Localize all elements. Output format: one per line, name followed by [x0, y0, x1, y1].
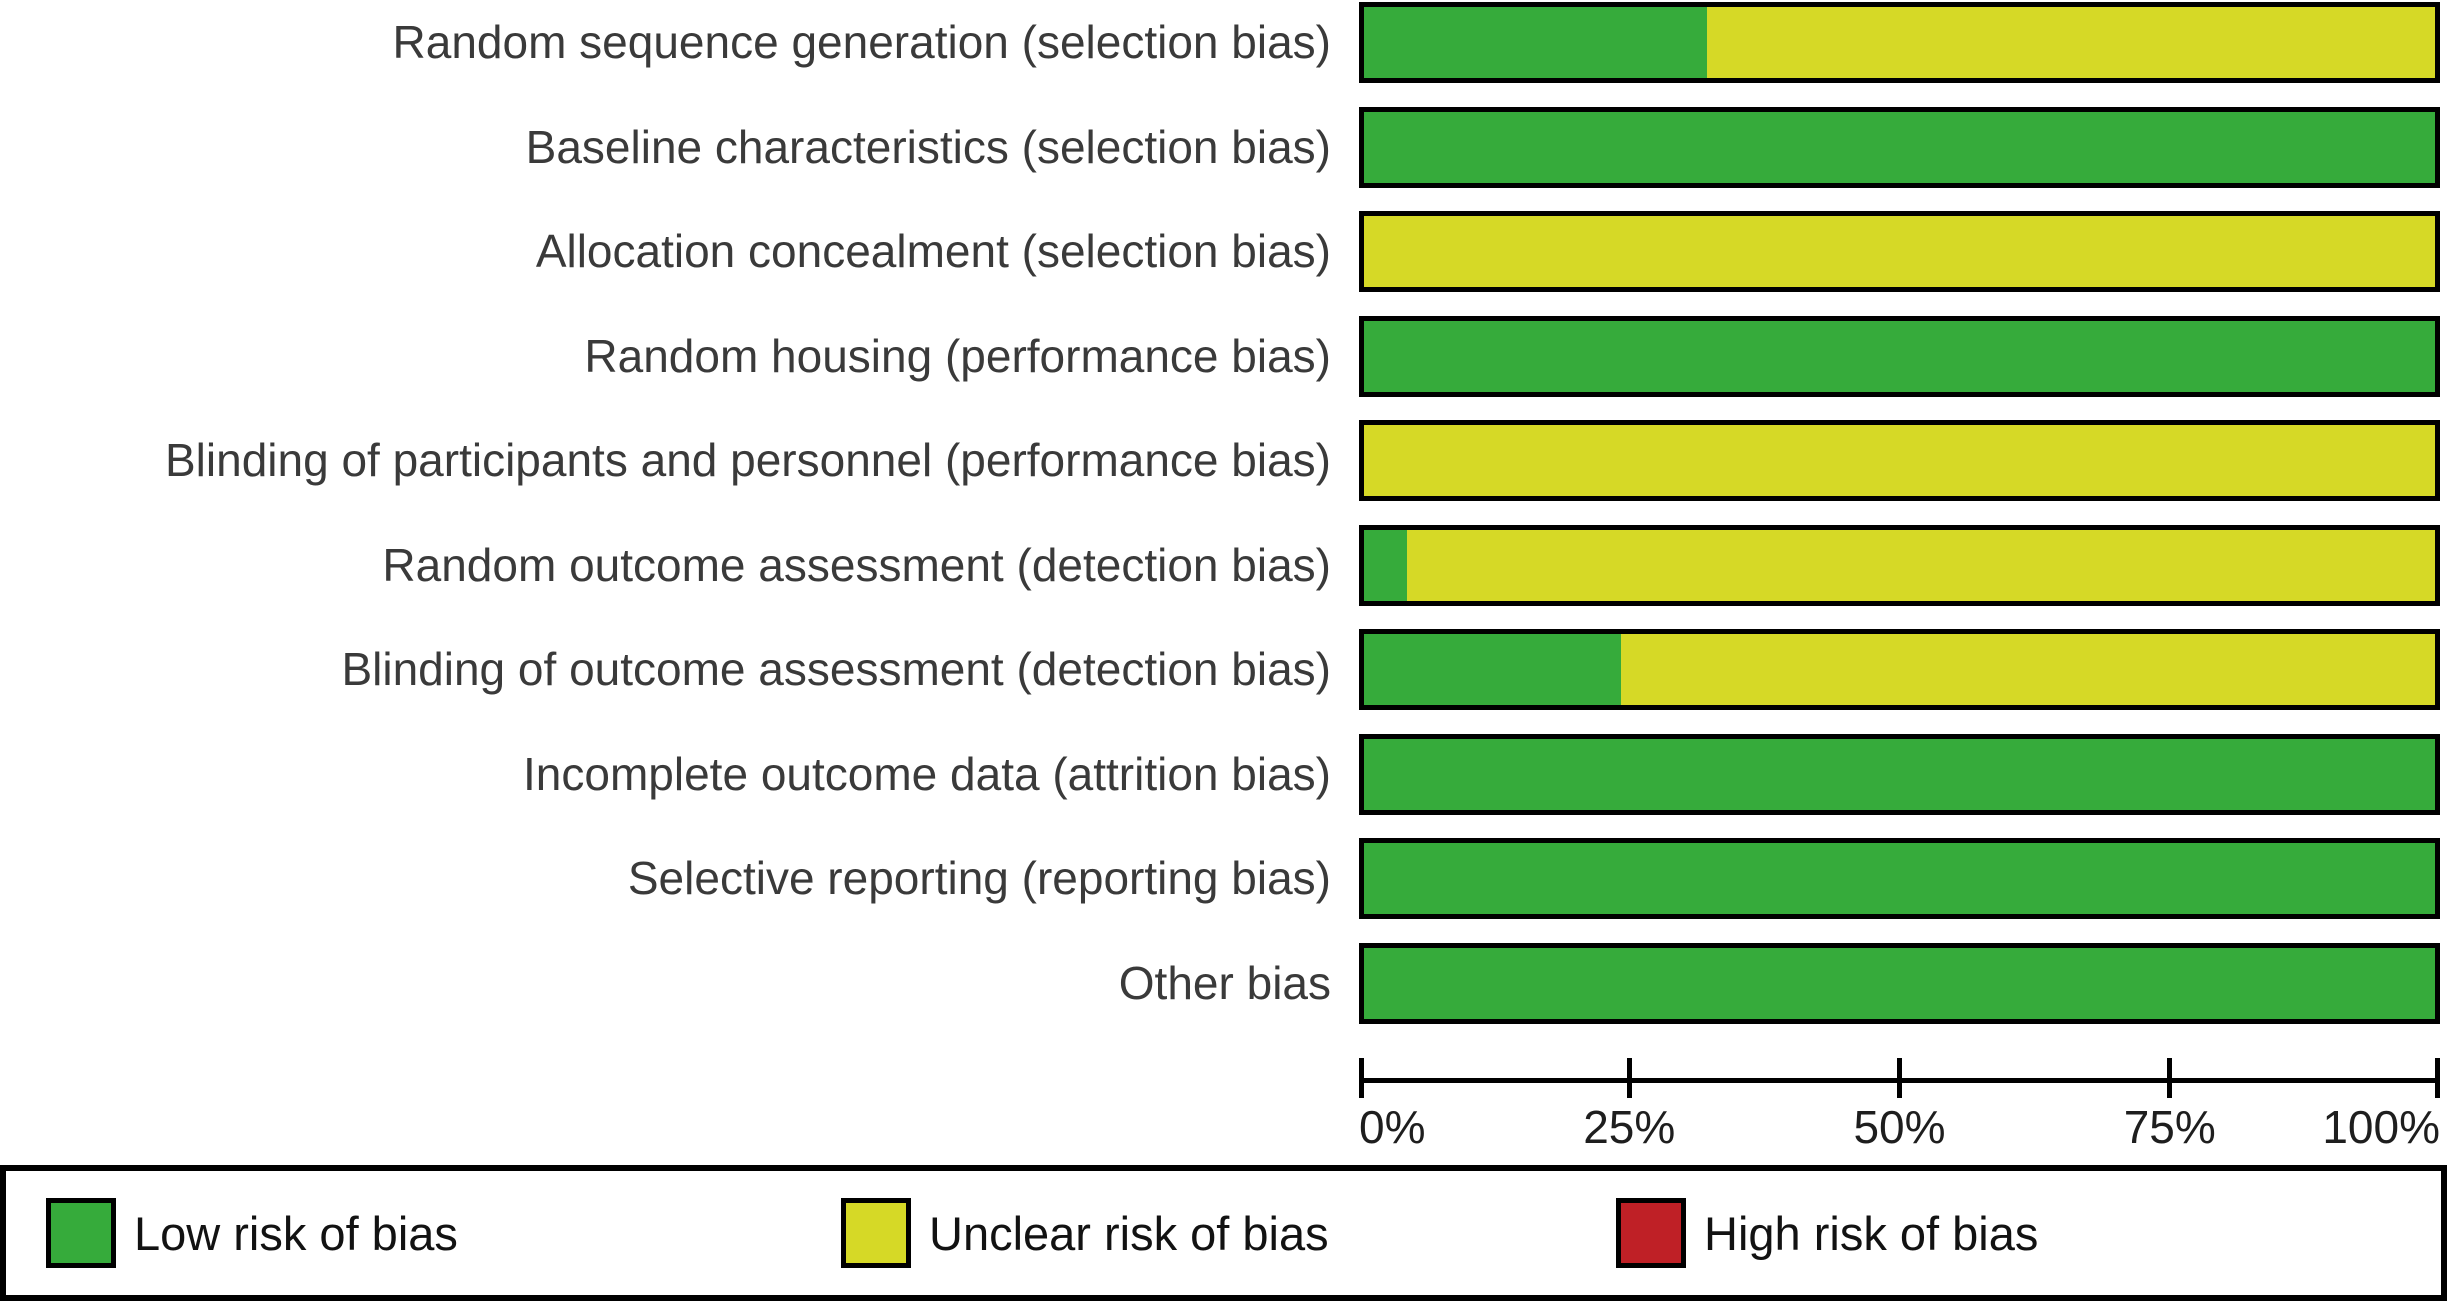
bar-row: Blinding of outcome assessment (detectio…	[0, 629, 2447, 710]
bar-segment-low	[1364, 843, 2435, 914]
stacked-bar	[1359, 733, 2440, 815]
axis-tick-label: 75%	[2123, 1101, 2216, 1153]
bar-segment-low	[1364, 320, 2435, 392]
bar-row: Incomplete outcome data (attrition bias)	[0, 733, 2447, 815]
bar-segment-low	[1364, 111, 2435, 183]
legend-item-high: High risk of bias	[1616, 1171, 2038, 1295]
axis-tick	[2167, 1058, 2173, 1098]
stacked-bar	[1359, 420, 2440, 501]
bar-segment-unclear	[1406, 529, 2435, 601]
bar-segment-low	[1364, 7, 1707, 78]
chart-rows: Random sequence generation (selection bi…	[0, 2, 2447, 1024]
axis-tick	[1359, 1058, 1364, 1098]
legend-label: Low risk of bias	[134, 1206, 458, 1260]
legend-swatch-low	[46, 1198, 116, 1268]
row-label: Baseline characteristics (selection bias…	[525, 120, 1331, 173]
row-label: Other bias	[1118, 956, 1331, 1009]
row-label: Random housing (performance bias)	[584, 329, 1331, 382]
axis-tick-label: 25%	[1583, 1101, 1676, 1153]
row-label: Allocation concealment (selection bias)	[535, 225, 1331, 278]
bar-segment-unclear	[1364, 425, 2435, 496]
stacked-bar	[1359, 2, 2440, 83]
axis-tick	[2435, 1058, 2440, 1098]
bar-row: Selective reporting (reporting bias)	[0, 838, 2447, 919]
row-label: Selective reporting (reporting bias)	[627, 852, 1331, 905]
x-axis-tick-labels: 0% 25% 50% 75% 100%	[1359, 1100, 2440, 1153]
bar-row: Random housing (performance bias)	[0, 315, 2447, 397]
legend-label: Unclear risk of bias	[929, 1206, 1329, 1260]
bar-segment-low	[1364, 529, 1407, 601]
axis-tick-label: 100%	[2322, 1101, 2440, 1153]
bar-segment-unclear	[1706, 7, 2435, 78]
stacked-bar	[1359, 211, 2440, 292]
stacked-bar	[1359, 838, 2440, 919]
stacked-bar	[1359, 629, 2440, 710]
x-axis	[1359, 1058, 2440, 1098]
bar-row: Random outcome assessment (detection bia…	[0, 524, 2447, 606]
axis-tick	[1897, 1058, 1902, 1098]
row-label: Random sequence generation (selection bi…	[392, 16, 1331, 69]
axis-tick-label: 50%	[1853, 1101, 1946, 1153]
row-label: Blinding of participants and personnel (…	[165, 434, 1331, 487]
bar-row: Baseline characteristics (selection bias…	[0, 106, 2447, 188]
bar-segment-low	[1364, 634, 1622, 705]
axis-tick	[1626, 1058, 1632, 1098]
legend-swatch-unclear	[841, 1198, 911, 1268]
axis-tick-label: 0%	[1359, 1101, 1426, 1153]
legend: Low risk of bias Unclear risk of bias High…	[0, 1165, 2447, 1301]
stacked-bar	[1359, 524, 2440, 606]
row-label: Random outcome assessment (detection bia…	[382, 538, 1331, 591]
bar-segment-low	[1364, 738, 2435, 810]
legend-swatch-high	[1616, 1198, 1686, 1268]
stacked-bar	[1359, 315, 2440, 397]
row-label: Blinding of outcome assessment (detectio…	[341, 643, 1331, 696]
bar-segment-unclear	[1364, 216, 2435, 287]
bar-segment-unclear	[1621, 634, 2435, 705]
bar-row: Allocation concealment (selection bias)	[0, 211, 2447, 292]
legend-item-unclear: Unclear risk of bias	[841, 1171, 1329, 1295]
bar-row: Other bias	[0, 942, 2447, 1024]
bar-segment-low	[1364, 947, 2435, 1019]
row-label: Incomplete outcome data (attrition bias)	[523, 747, 1331, 800]
bar-row: Random sequence generation (selection bi…	[0, 2, 2447, 83]
legend-item-low: Low risk of bias	[46, 1171, 458, 1295]
legend-label: High risk of bias	[1704, 1206, 2039, 1260]
stacked-bar	[1359, 942, 2440, 1024]
stacked-bar	[1359, 106, 2440, 188]
bar-row: Blinding of participants and personnel (…	[0, 420, 2447, 501]
